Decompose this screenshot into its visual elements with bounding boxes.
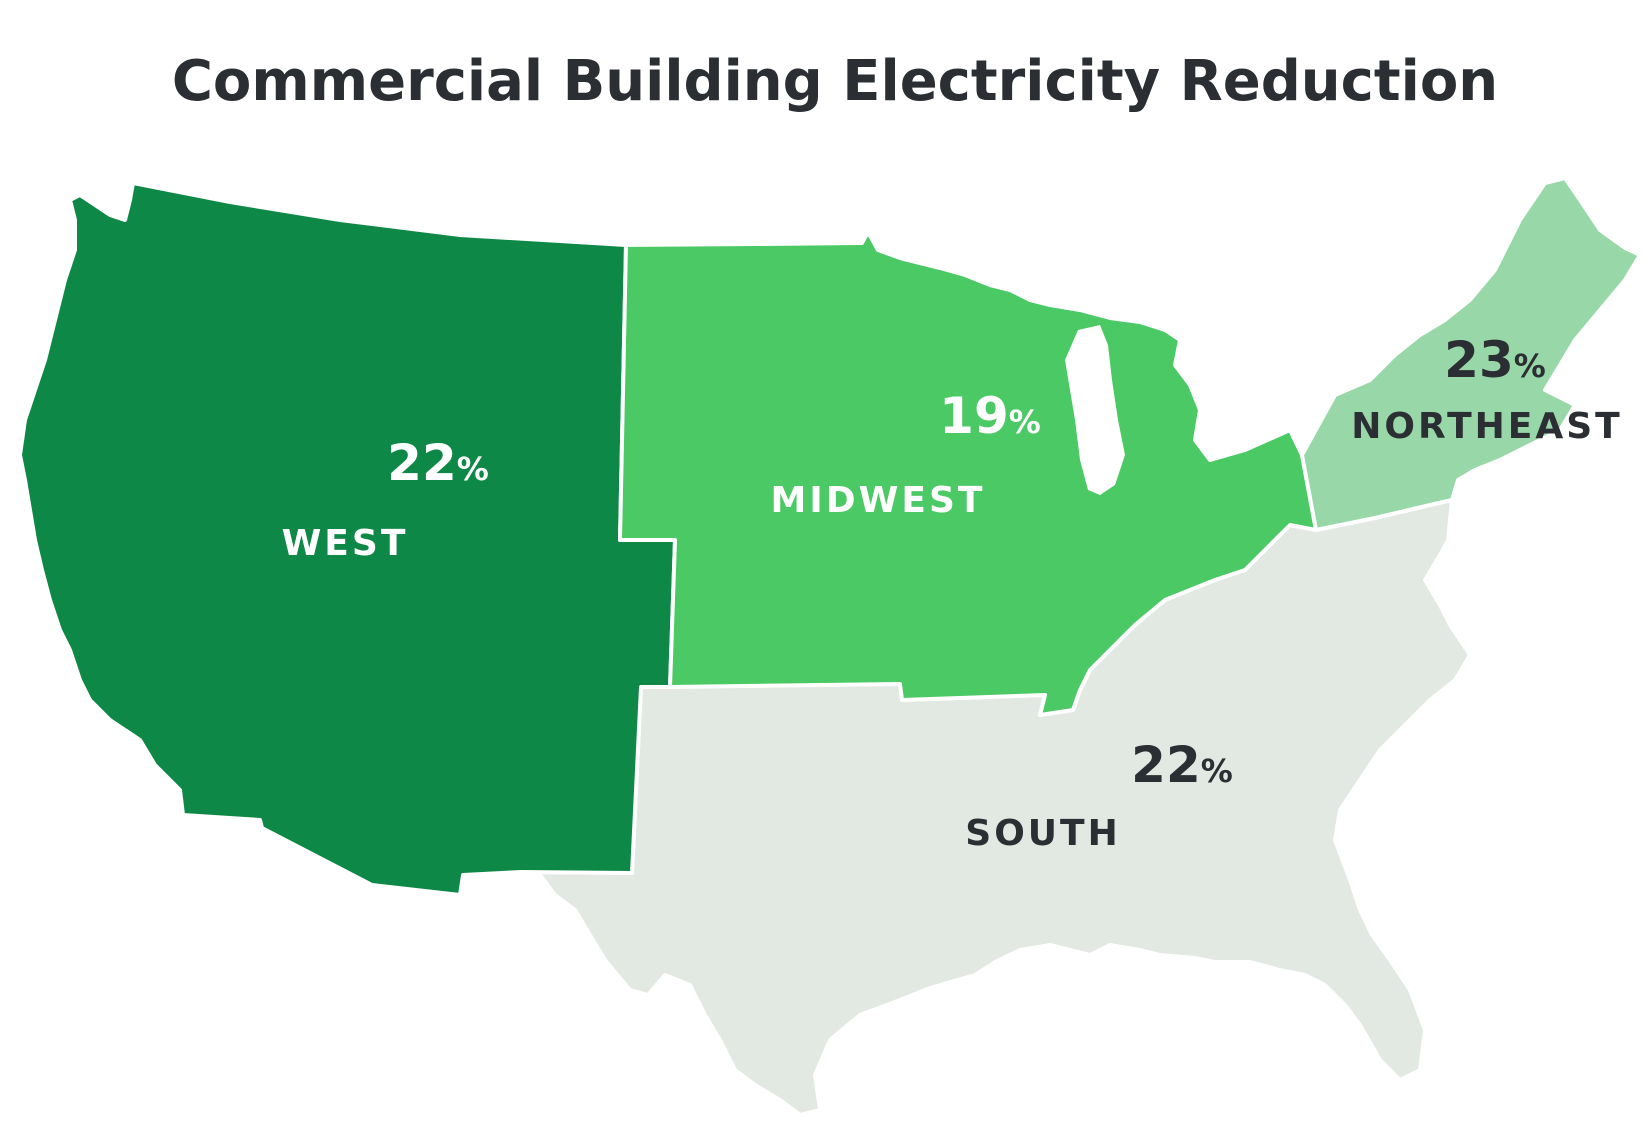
- lake-michigan: [1065, 325, 1125, 495]
- map-title: Commercial Building Electricity Reductio…: [172, 49, 1498, 114]
- svg-text:22%: 22%: [1131, 736, 1233, 794]
- south-value: 22: [1131, 736, 1201, 794]
- south-name: SOUTH: [965, 813, 1120, 854]
- svg-text:19%: 19%: [939, 387, 1041, 445]
- svg-text:22%: 22%: [387, 434, 489, 492]
- midwest-unit: %: [1009, 403, 1041, 441]
- midwest-value: 19: [939, 387, 1009, 445]
- northeast-value: 23: [1444, 331, 1514, 389]
- label-south: 22% SOUTH: [965, 736, 1233, 854]
- west-value: 22: [387, 434, 457, 492]
- lake-superior: [900, 250, 1060, 305]
- region-midwest[interactable]: [618, 230, 1318, 717]
- northeast-name: NORTHEAST: [1351, 406, 1622, 447]
- south-unit: %: [1201, 752, 1233, 790]
- region-west[interactable]: [18, 181, 677, 897]
- region-northeast[interactable]: [1300, 176, 1642, 532]
- label-midwest: 19% MIDWEST: [771, 387, 1041, 521]
- northeast-unit: %: [1514, 347, 1546, 385]
- west-name: WEST: [282, 523, 409, 564]
- west-unit: %: [457, 450, 489, 488]
- midwest-name: MIDWEST: [771, 480, 986, 521]
- label-northeast: 23% NORTHEAST: [1351, 331, 1622, 447]
- svg-text:23%: 23%: [1444, 331, 1546, 389]
- label-west: 22% WEST: [282, 434, 489, 564]
